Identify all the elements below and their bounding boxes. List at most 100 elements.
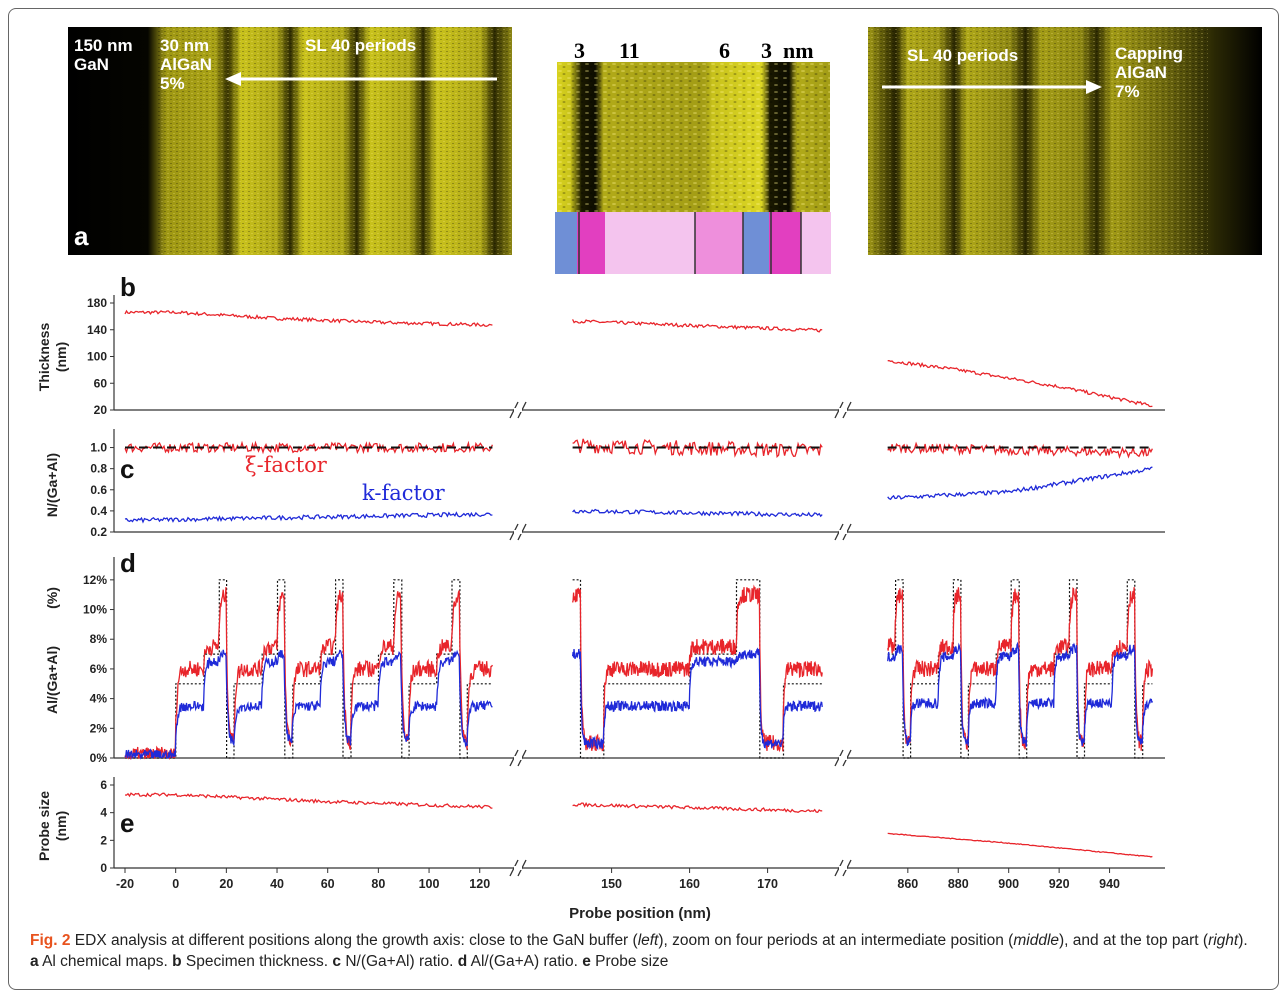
caption-text-1: EDX analysis at different positions alon… — [70, 932, 637, 949]
ylabel-thickness-line: Thickness — [36, 323, 52, 392]
y-tick-label-d: 12% — [83, 573, 107, 587]
ylabel-probe-size: Probe size(nm) — [36, 791, 69, 861]
y-tick-label-d: 0% — [90, 751, 108, 765]
caption-a: a — [30, 953, 39, 970]
axis-break-gap — [514, 408, 522, 412]
x-tick-label: 160 — [679, 877, 700, 891]
x-tick-label: 150 — [601, 877, 622, 891]
series-e-line-seg1 — [573, 803, 823, 812]
label-layer: Probe position (nm)Thickness(nm)N/(Ga+Al… — [36, 272, 711, 922]
x-tick-label: 40 — [270, 877, 284, 891]
x-tick-label: 860 — [897, 877, 918, 891]
series-b-line-seg1 — [573, 319, 823, 331]
y-tick-label-b: 60 — [94, 376, 108, 390]
axis-break-gap — [839, 756, 847, 760]
series-b-line-seg0 — [125, 311, 492, 326]
ylabel-thickness-line: (nm) — [53, 342, 69, 372]
caption-middle: middle — [1013, 932, 1059, 949]
annotation-k-factor: k-factor — [362, 481, 446, 505]
plot-area: 20601001401800.20.40.60.81.00%2%4%6%8%10… — [0, 0, 1285, 930]
y-tick-label-e: 4 — [100, 806, 107, 820]
series-d-k-factor-seg1 — [573, 649, 823, 748]
series-d-xi-factor-seg1 — [573, 587, 823, 751]
axis-break-gap — [839, 866, 847, 870]
y-tick-label-c: 0.8 — [90, 462, 107, 476]
figure-caption: Fig. 2 EDX analysis at different positio… — [30, 930, 1255, 972]
y-tick-label-d: 10% — [83, 603, 107, 617]
y-tick-label-e: 2 — [100, 833, 107, 847]
panel-letter-e: e — [120, 808, 134, 838]
axis-break-gap — [839, 408, 847, 412]
panel-letter-d: d — [120, 548, 136, 578]
x-tick-label: 900 — [998, 877, 1019, 891]
caption-text-c: N/(Ga+Al) ratio. — [341, 953, 458, 970]
series-e-line-seg0 — [125, 793, 492, 808]
y-tick-label-e: 6 — [100, 778, 107, 792]
y-tick-label-e: 0 — [100, 861, 107, 875]
ylabel-thickness: Thickness(nm) — [36, 323, 69, 392]
x-tick-label: 100 — [419, 877, 440, 891]
y-tick-label-b: 180 — [87, 296, 107, 310]
caption-text-4: ). — [1238, 932, 1247, 949]
x-axis-label: Probe position (nm) — [569, 905, 711, 922]
ylabel-n-ratio: N/(Ga+Al) — [44, 453, 60, 517]
caption-text-a: Al chemical maps. — [39, 953, 173, 970]
annotation-xi-factor: ξ-factor — [245, 453, 328, 477]
ylabel-al-ratio: Al/(Ga+Al) — [44, 646, 60, 714]
series-c-kfactor-seg2 — [888, 467, 1153, 499]
x-tick-label: 60 — [321, 877, 335, 891]
x-tick-label: 170 — [757, 877, 778, 891]
x-tick-label: 920 — [1049, 877, 1070, 891]
axis-break-gap — [839, 530, 847, 534]
caption-text-e: Probe size — [591, 953, 669, 970]
axis-break-gap — [514, 866, 522, 870]
x-tick-label: 0 — [172, 877, 179, 891]
caption-right: right — [1208, 932, 1238, 949]
ylabel-al-ratio-line: Al/(Ga+Al) — [44, 646, 60, 714]
ylabel-al-unit: (%) — [44, 587, 60, 609]
series-c-kfactor-seg1 — [573, 510, 823, 517]
y-tick-label-d: 4% — [90, 692, 108, 706]
x-tick-label: -20 — [116, 877, 134, 891]
series-layer — [125, 311, 1152, 857]
ylabel-n-ratio-line: N/(Ga+Al) — [44, 453, 60, 517]
caption-left: left — [638, 932, 659, 949]
ylabel-al-unit-line: (%) — [44, 587, 60, 609]
caption-text-3: ), and at the top part ( — [1059, 932, 1208, 949]
caption-text-2: ), zoom on four periods at an intermedia… — [658, 932, 1013, 949]
y-tick-label-b: 100 — [87, 350, 107, 364]
y-tick-label-b: 140 — [87, 323, 107, 337]
y-tick-label-d: 8% — [90, 632, 108, 646]
series-c-factor-seg2 — [888, 444, 1153, 457]
axis-break-gap — [514, 530, 522, 534]
caption-d: d — [458, 953, 467, 970]
y-tick-label-c: 0.6 — [90, 483, 107, 497]
ylabel-probe-size-line: (nm) — [53, 811, 69, 841]
x-tick-label: 120 — [469, 877, 490, 891]
axes-layer: 20601001401800.20.40.60.81.00%2%4%6%8%10… — [83, 295, 1165, 891]
x-tick-label: 20 — [219, 877, 233, 891]
caption-b: b — [172, 953, 181, 970]
series-e-line-seg2 — [888, 833, 1153, 857]
y-tick-label-c: 0.4 — [90, 504, 107, 518]
series-d-xi-factor-seg0 — [125, 587, 492, 758]
y-tick-label-d: 2% — [90, 721, 108, 735]
caption-text-b: Specimen thickness. — [182, 953, 333, 970]
x-tick-label: 880 — [948, 877, 969, 891]
caption-c: c — [332, 953, 341, 970]
y-tick-label-c: 0.2 — [90, 525, 107, 539]
panel-letter-b: b — [120, 272, 136, 302]
axis-break-gap — [514, 756, 522, 760]
ylabel-probe-size-line: Probe size — [36, 791, 52, 861]
y-tick-label-d: 6% — [90, 662, 108, 676]
panel-letter-c: c — [120, 454, 134, 484]
y-tick-label-b: 20 — [94, 403, 108, 417]
y-tick-label-c: 1.0 — [90, 441, 107, 455]
caption-text-d: Al/(Ga+A) ratio. — [467, 953, 582, 970]
caption-e: e — [582, 953, 591, 970]
series-c-kfactor-seg0 — [125, 513, 492, 522]
x-tick-label: 80 — [371, 877, 385, 891]
x-tick-label: 940 — [1099, 877, 1120, 891]
series-b-line-seg2 — [888, 361, 1153, 407]
